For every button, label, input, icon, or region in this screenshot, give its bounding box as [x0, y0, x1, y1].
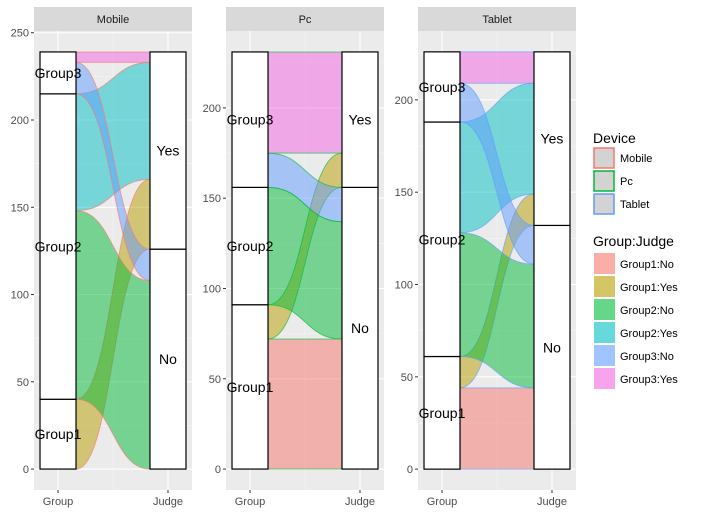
- stratum-box-no: [533, 224, 571, 470]
- stratum-label: Yes: [349, 112, 372, 128]
- x-tick-label: Judge: [345, 496, 375, 508]
- y-tick-label: 200: [11, 115, 29, 127]
- stratum-label: Group2: [227, 238, 274, 254]
- legend-label: Group3:Yes: [620, 374, 678, 386]
- y-tick-label: 150: [203, 193, 221, 205]
- x-tick-label: Judge: [153, 496, 183, 508]
- stratum-label: Group1: [227, 379, 274, 395]
- stratum-label: Group1: [419, 405, 466, 421]
- legend-label: Pc: [620, 176, 633, 188]
- y-tick-label: 50: [17, 377, 29, 389]
- stratum-box-no: [149, 248, 187, 470]
- stratum-box-yes: [533, 51, 571, 227]
- stratum-box-no: [341, 186, 379, 470]
- legend-title-device: Device: [593, 130, 636, 146]
- stratum-label: Group3: [227, 112, 274, 128]
- x-tick-label: Group: [43, 496, 74, 508]
- stratum-box-group3: [39, 51, 77, 95]
- y-tick-label: 50: [401, 372, 413, 384]
- legend-label: Group1:Yes: [620, 282, 678, 294]
- y-tick-label: 100: [11, 290, 29, 302]
- stratum-label: Group2: [419, 231, 466, 247]
- stratum-box-group1: [423, 355, 461, 470]
- legend-key-group2-yes: [594, 322, 615, 343]
- y-tick-label: 100: [395, 280, 413, 292]
- legend-label: Group2:No: [620, 305, 674, 317]
- stratum-box-group3: [423, 51, 461, 123]
- stratum-box-group2: [231, 186, 269, 306]
- y-tick-label: 0: [215, 464, 221, 476]
- facet-strip: [226, 7, 384, 31]
- legend-key-group1-yes: [594, 276, 615, 297]
- stratum-label: Group2: [35, 239, 82, 255]
- y-tick-label: 250: [11, 28, 29, 40]
- x-tick-label: Judge: [537, 496, 567, 508]
- stratum-box-group3: [231, 51, 269, 188]
- y-tick-label: 50: [209, 374, 221, 386]
- stratum-label: Yes: [541, 131, 564, 147]
- legend-key-group3-no: [594, 345, 615, 366]
- stratum-box-group1: [39, 398, 77, 470]
- y-tick-label: 150: [11, 202, 29, 214]
- legend-key-group3-yes: [594, 368, 615, 389]
- y-tick-label: 100: [203, 283, 221, 295]
- y-tick-label: 0: [23, 464, 29, 476]
- stratum-label: Yes: [157, 143, 180, 159]
- facet-strip-label: Tablet: [482, 14, 511, 26]
- facet-strip-label: Mobile: [97, 14, 129, 26]
- facet-panel-tablet: Tablet 0 50 100 150 200 Group Judge Group1 Group2…: [395, 7, 576, 508]
- legend-label: Group3:No: [620, 351, 674, 363]
- stratum-label: No: [543, 339, 561, 355]
- flow-group1-no: [459, 387, 535, 470]
- legend-title-group-judge: Group:Judge: [593, 233, 674, 249]
- facet-panel-mobile: Mobile 0 50 100 150 200 250 Group Judge Group1 Gro…: [11, 7, 192, 508]
- legend-label: Tablet: [620, 199, 649, 211]
- legend-label: Group2:Yes: [620, 328, 678, 340]
- y-tick-label: 200: [203, 103, 221, 115]
- x-tick-label: Group: [235, 496, 266, 508]
- stratum-box-group2: [423, 121, 461, 358]
- y-tick-label: 200: [395, 95, 413, 107]
- legend-key-group1-no: [594, 253, 615, 274]
- stratum-label: Group1: [35, 426, 82, 442]
- stratum-box-yes: [149, 51, 187, 250]
- flow-group3-yes: [459, 51, 535, 84]
- stratum-box-yes: [341, 51, 379, 188]
- flow-group3-yes: [75, 51, 151, 63]
- y-tick-label: 0: [407, 464, 413, 476]
- facet-strip: [418, 7, 576, 31]
- legend-key-mobile: [593, 147, 615, 169]
- stratum-label: No: [159, 351, 177, 367]
- flow-group3-yes: [267, 51, 343, 154]
- stratum-label: Group3: [35, 65, 82, 81]
- legend: Device Mobile Pc Tablet Group:Judge Group1:No…: [593, 130, 678, 389]
- flow-group1-no: [267, 338, 343, 470]
- stratum-label: Group3: [419, 79, 466, 95]
- facet-strip-label: Pc: [299, 14, 312, 26]
- x-tick-label: Group: [427, 496, 458, 508]
- legend-label: Group1:No: [620, 259, 674, 271]
- legend-label: Mobile: [620, 153, 652, 165]
- stratum-label: No: [351, 320, 369, 336]
- facet-strip: [34, 7, 192, 31]
- legend-key-pc: [593, 170, 615, 192]
- facet-panel-pc: Pc 0 50 100 150 200 Group Judge Group1 Group2 Grou…: [203, 7, 384, 508]
- y-tick-label: 150: [395, 187, 413, 199]
- legend-key-tablet: [593, 193, 615, 215]
- legend-key-group2-no: [594, 299, 615, 320]
